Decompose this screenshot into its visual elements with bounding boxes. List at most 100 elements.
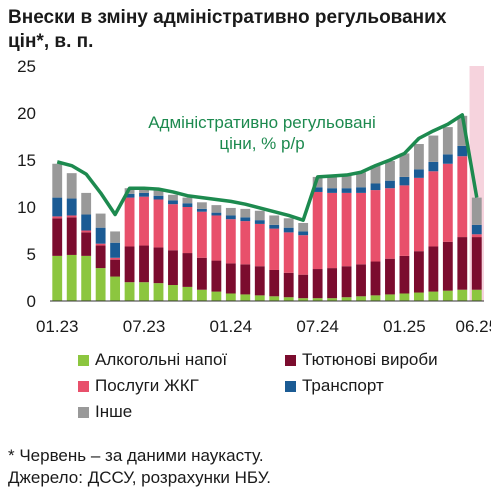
- bar-segment-other: [269, 215, 280, 225]
- x-tick-label: 06.25: [455, 317, 491, 336]
- bar-segment-housing: [211, 215, 222, 261]
- x-tick-label: 01.23: [36, 317, 79, 336]
- total-line: [56, 113, 479, 222]
- bar-segment-housing: [442, 163, 453, 242]
- bar-segment-other: [399, 153, 410, 177]
- bar-segment-transport: [341, 188, 352, 193]
- y-tick-label: 25: [17, 57, 36, 76]
- notes: * Червень – за даними наукасту. Джерело:…: [8, 445, 271, 489]
- bar-segment-other: [168, 194, 178, 201]
- bar-segment-other: [327, 176, 338, 189]
- bar-segment-housing: [240, 221, 251, 265]
- bar-segment-housing: [312, 191, 323, 270]
- bar-segment-tobacco: [240, 264, 251, 295]
- bar-segment-housing: [413, 177, 424, 252]
- bar-segment-tobacco: [225, 263, 236, 294]
- bar-segment-tobacco: [153, 247, 164, 284]
- bar-segment-housing: [327, 192, 338, 269]
- bar-segment-other: [413, 144, 424, 170]
- bar-segment-housing: [254, 223, 265, 267]
- bar-segment-tobacco: [196, 257, 207, 290]
- bar-segment-alcohol: [385, 294, 395, 301]
- bar-segment-transport: [66, 198, 77, 216]
- bar-segment-alcohol: [327, 298, 338, 301]
- legend-item-transport: Транспорт: [285, 376, 384, 396]
- bar-segment-alcohol: [254, 295, 265, 301]
- legend: Алкогольні напої Тютюнові вироби Послуги…: [78, 350, 488, 428]
- bar-segment-other: [81, 192, 92, 215]
- legend-swatch-other: [78, 406, 89, 418]
- bar-segment-tobacco: [66, 217, 77, 255]
- bar-segment-housing: [110, 257, 121, 260]
- x-tick-label: 01.24: [210, 317, 253, 336]
- bar-segment-tobacco: [385, 258, 395, 295]
- bar-segment-housing: [457, 156, 468, 238]
- bar-segment-tobacco: [283, 272, 294, 298]
- bar-segment-alcohol: [110, 276, 121, 301]
- bar-segment-transport: [124, 193, 135, 198]
- bar-segment-tobacco: [298, 274, 309, 299]
- bar-segment-tobacco: [428, 246, 439, 292]
- bar-segment-transport: [81, 214, 92, 231]
- x-tick-label: 07.23: [123, 317, 166, 336]
- bar-segment-alcohol: [341, 297, 352, 301]
- bar-segment-housing: [95, 243, 106, 246]
- bar-segment-transport: [196, 208, 207, 212]
- bar-segment-transport: [139, 192, 149, 197]
- bar-segment-housing: [283, 232, 294, 273]
- bar-segment-other: [225, 207, 236, 216]
- bar-segment-tobacco: [442, 241, 453, 291]
- bar-segment-transport: [269, 224, 280, 229]
- bar-segment-other: [254, 210, 265, 221]
- y-tick-label: 0: [27, 292, 36, 311]
- bar-segment-housing: [298, 235, 309, 275]
- y-tick-label: 10: [17, 198, 36, 217]
- bar-segment-housing: [182, 207, 193, 254]
- bar-segment-tobacco: [413, 251, 424, 293]
- bar-segment-tobacco: [312, 269, 323, 299]
- bar-segment-transport: [385, 180, 395, 189]
- bar-segment-tobacco: [269, 269, 280, 297]
- y-tick-label: 15: [17, 151, 36, 170]
- legend-swatch-transport: [285, 380, 296, 392]
- bar-segment-tobacco: [182, 253, 193, 287]
- bar-segment-other: [139, 187, 149, 193]
- bar-segment-housing: [399, 185, 410, 256]
- bar-segment-alcohol: [442, 290, 453, 301]
- legend-item-other: Інше: [78, 402, 132, 422]
- bar-segment-alcohol: [211, 291, 222, 301]
- total-label-line2: ціни, % р/р: [219, 134, 304, 153]
- legend-label-other: Інше: [95, 402, 133, 421]
- bar-segment-other: [442, 127, 453, 155]
- bar-segment-housing: [66, 215, 77, 218]
- bar-segment-tobacco: [211, 260, 222, 292]
- y-tick-label: 5: [27, 245, 36, 264]
- bar-segment-housing: [81, 230, 92, 233]
- bar-segment-transport: [457, 145, 468, 157]
- bar-segment-transport: [283, 227, 294, 233]
- legend-item-housing: Послуги ЖКГ: [78, 376, 199, 396]
- bar-segment-other: [240, 208, 251, 218]
- x-tick-label: 01.25: [383, 317, 426, 336]
- legend-label-alcohol: Алкогольні напої: [95, 350, 228, 369]
- legend-swatch-housing: [78, 380, 89, 392]
- bar-segment-transport: [168, 200, 178, 205]
- bar-segment-alcohol: [95, 268, 106, 301]
- legend-swatch-tobacco: [285, 354, 296, 366]
- bar-segment-alcohol: [196, 289, 207, 301]
- bar-segment-transport: [370, 183, 381, 191]
- footnote: * Червень – за даними наукасту.: [8, 446, 264, 465]
- chart: 0 5 10 15 20 25 01.23 07.23 01.24 07.24 01.25 06.25…: [17, 57, 491, 336]
- bar-segment-tobacco: [341, 266, 352, 298]
- bar-segment-housing: [196, 211, 207, 258]
- bar-segment-tobacco: [139, 245, 149, 283]
- bar-segment-other: [370, 165, 381, 184]
- bar-segment-tobacco: [457, 237, 468, 290]
- bar-segment-alcohol: [153, 283, 164, 301]
- bar-segment-housing: [385, 188, 395, 259]
- bar-segment-alcohol: [81, 255, 92, 301]
- bar-segment-transport: [399, 176, 410, 186]
- bar-segment-tobacco: [327, 268, 338, 299]
- bar-segment-transport: [225, 215, 236, 220]
- bar-segment-tobacco: [370, 261, 381, 296]
